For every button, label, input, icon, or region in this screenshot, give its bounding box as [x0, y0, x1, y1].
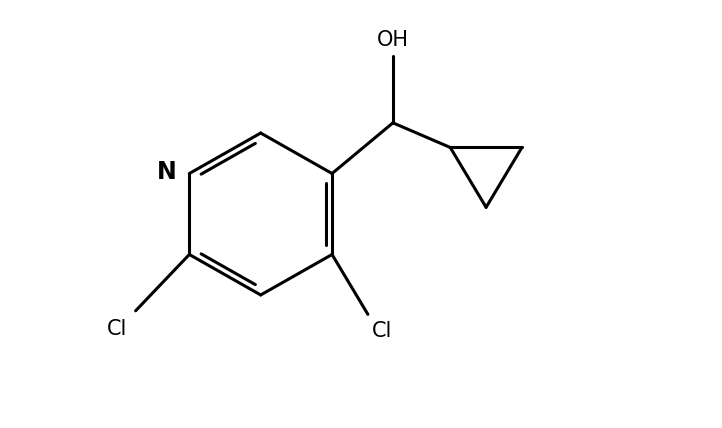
Text: Cl: Cl — [107, 319, 127, 339]
Text: N: N — [157, 160, 176, 184]
Text: Cl: Cl — [371, 321, 392, 342]
Text: OH: OH — [377, 30, 409, 51]
